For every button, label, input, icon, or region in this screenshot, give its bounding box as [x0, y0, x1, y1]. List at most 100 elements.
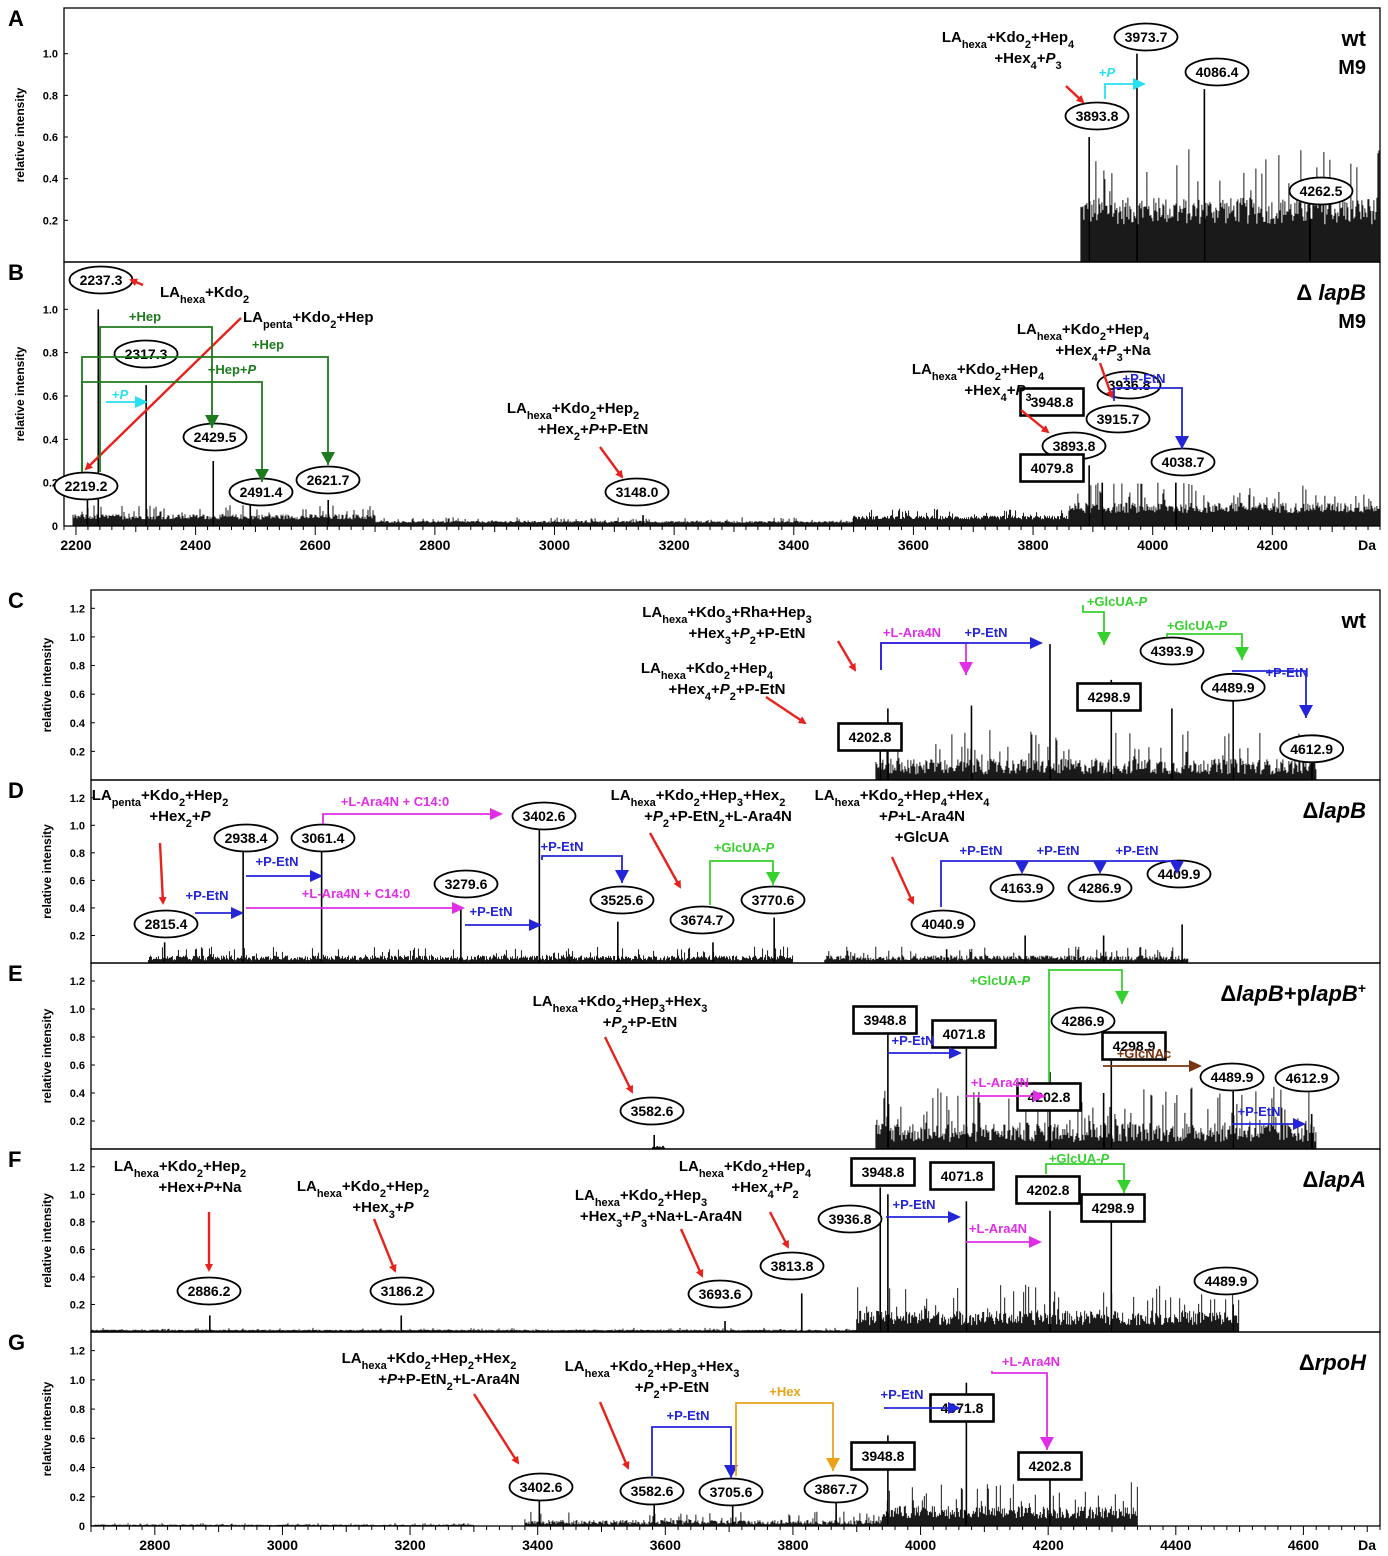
- shift-bracket: [1045, 1163, 1125, 1193]
- shift-label: +P-EtN: [1266, 665, 1309, 680]
- peak-mass-label: 4262.5: [1300, 183, 1343, 199]
- y-tick-label: 0.4: [70, 1272, 86, 1284]
- shift-label: +GlcUA-P: [1087, 594, 1148, 609]
- y-axis-label: relative intensity: [40, 1193, 54, 1288]
- peak-mass-label: 4286.9: [1079, 880, 1122, 896]
- y-tick-label: 0.2: [70, 746, 85, 758]
- shift-label: +L-Ara4N: [883, 625, 941, 640]
- peak-mass-ellipse: [619, 1096, 685, 1126]
- peak-mass-label: 4071.8: [941, 1168, 984, 1184]
- composition-annotation: +Hex+P+Na: [159, 1179, 243, 1196]
- composition-annotation: LAhexa+Kdo2+Hep3+Hex3: [533, 993, 708, 1015]
- composition-annotation: +Hex4+P2: [731, 1179, 798, 1201]
- shift-label: +GlcUA-P: [970, 973, 1031, 988]
- strain-label: ΔrpoH: [1299, 1350, 1367, 1375]
- peak-mass-ellipse: [1146, 859, 1212, 889]
- shift-bracket: [991, 1371, 1048, 1450]
- composition-annotation: +Hex4+P3: [964, 382, 1031, 404]
- red-arrow: [158, 842, 167, 905]
- composition-annotation: LAhexa+Kdo2+Hep4: [912, 361, 1045, 383]
- peak-mass-box: [931, 1019, 997, 1049]
- shift-arrow-head: [826, 1458, 840, 1471]
- peak-mass-ellipse: [989, 873, 1055, 903]
- composition-annotation: LAhexa+Kdo2+Hep2: [297, 1178, 429, 1200]
- y-axis-label: relative intensity: [40, 1381, 54, 1476]
- y-tick-label: 0.2: [43, 215, 58, 227]
- y-tick-label: 1.0: [70, 1189, 85, 1201]
- peak-mass-ellipse: [740, 885, 806, 915]
- x-tick-label: 3400: [778, 537, 809, 553]
- peak-mass-label: 4298.9: [1092, 1200, 1135, 1216]
- shift-label: +P-EtN: [1037, 843, 1080, 858]
- peak-mass-label: 4202.8: [849, 729, 892, 745]
- peak-mass-label: 4393.9: [1151, 643, 1194, 659]
- shift-label: +GlcUA-P: [1167, 618, 1228, 633]
- composition-annotation: +Hex3+P3+Na+L-Ara4N: [580, 1208, 742, 1230]
- composition-annotation: LAhexa+Kdo3+Rha+Hep3: [642, 604, 811, 626]
- red-arrow: [1020, 409, 1050, 434]
- peak-mass-label: 4202.8: [1027, 1182, 1070, 1198]
- y-tick-label: 0.8: [43, 348, 58, 360]
- composition-annotation: +Hex2+P: [149, 808, 211, 830]
- spectrum-D: [147, 825, 1189, 963]
- noise-trace: [90, 1284, 1240, 1332]
- panel-letter: D: [8, 778, 24, 803]
- peak-mass-label: 4298.9: [1088, 689, 1131, 705]
- peak-mass-ellipse: [511, 801, 577, 831]
- peak-mass-label: 4489.9: [1205, 1273, 1248, 1289]
- peak-mass-label: 3813.8: [771, 1258, 814, 1274]
- composition-annotation: +Hex4+P2+P-EtN: [669, 681, 786, 703]
- strain-label: ΔlapA: [1303, 1167, 1367, 1192]
- shift-label: +L-Ara4N + C14:0: [341, 794, 449, 809]
- shift-arrow-head: [310, 870, 323, 882]
- peak-mass-ellipse: [803, 1474, 869, 1504]
- x-tick-label: 3000: [267, 1537, 298, 1553]
- x-tick-label: 3800: [777, 1537, 808, 1553]
- peak-mass-label: 4038.7: [1162, 454, 1205, 470]
- peak-mass-ellipse: [604, 477, 670, 507]
- peak-mass-label: 4071.8: [943, 1026, 986, 1042]
- peak-mass-ellipse: [1199, 1062, 1265, 1092]
- shift-label: +P-EtN: [892, 1033, 935, 1048]
- shift-arrow-head: [321, 452, 335, 465]
- panel-letter: E: [8, 961, 23, 986]
- peak-mass-box: [1101, 1031, 1167, 1061]
- x-tick-label: 2600: [300, 537, 331, 553]
- shift-label: +Hep+P: [208, 362, 257, 377]
- peak-mass-box: [929, 1161, 995, 1191]
- composition-annotation: +Hex4+P3+Na: [1055, 342, 1151, 364]
- shift-arrow-head: [231, 907, 244, 919]
- shift-arrow-head: [452, 902, 465, 914]
- noise-trace: [652, 1086, 1317, 1149]
- panel-letter: F: [8, 1147, 21, 1172]
- shift-arrow-head: [1029, 1236, 1042, 1248]
- shift-arrow-head: [1030, 637, 1043, 649]
- peak-mass-label: 3893.8: [1053, 438, 1096, 454]
- noise-trace: [1080, 149, 1381, 262]
- shift-bracket: [81, 381, 263, 482]
- x-tick-label: 4200: [1257, 537, 1288, 553]
- shift-label: +P-EtN: [960, 843, 1003, 858]
- peak-mass-box: [1076, 682, 1142, 712]
- x-tick-label: 4200: [1033, 1537, 1064, 1553]
- composition-annotation: LAhexa+Kdo2+Hep3+Hex3: [565, 1358, 740, 1380]
- y-tick-label: 0.6: [43, 132, 58, 144]
- shift-label: +P-EtN: [667, 1408, 710, 1423]
- peak-mass-label: 4079.8: [1031, 460, 1074, 476]
- shift-bracket: [322, 813, 493, 824]
- peak-mass-ellipse: [589, 885, 655, 915]
- peak-mass-label: 4040.9: [922, 916, 965, 932]
- peak-mass-box: [1015, 1175, 1081, 1205]
- y-axis-label: relative intensity: [13, 346, 27, 441]
- peak-mass-label: 2219.2: [65, 478, 108, 494]
- y-tick-label: 0.4: [43, 174, 59, 186]
- shift-label: +L-Ara4N: [1002, 1354, 1060, 1369]
- red-arrow: [472, 1393, 520, 1465]
- x-tick-label: 2400: [180, 537, 211, 553]
- y-tick-label: 0.4: [70, 1088, 86, 1100]
- panel-letter: A: [8, 6, 24, 31]
- peak-mass-label: 4202.8: [1029, 1458, 1072, 1474]
- peak-mass-box: [1016, 1082, 1082, 1112]
- shift-label: +Hep: [252, 337, 284, 352]
